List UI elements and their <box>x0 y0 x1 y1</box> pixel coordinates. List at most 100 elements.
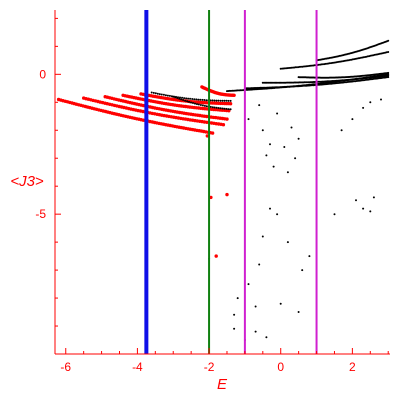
black-data-point <box>297 311 300 313</box>
black-data-point <box>189 97 192 100</box>
black-data-point <box>168 94 171 97</box>
black-data-point <box>225 107 228 110</box>
black-data-point <box>372 196 375 199</box>
black-data-point <box>340 129 343 132</box>
black-data-point <box>236 89 239 92</box>
black-data-point <box>213 99 216 102</box>
y-axis-title: <J3> <box>10 173 44 190</box>
black-data-point <box>205 105 208 108</box>
black-data-point <box>152 91 155 94</box>
black-data-point <box>197 98 200 101</box>
y-tick-label: -5 <box>35 207 46 221</box>
black-data-point <box>286 171 289 174</box>
black-data-point <box>199 104 202 106</box>
black-data-point <box>369 210 372 213</box>
black-data-point <box>196 103 198 106</box>
black-data-point <box>219 107 222 110</box>
black-data-point <box>227 108 230 111</box>
black-data-point <box>223 107 226 110</box>
black-data-point <box>279 302 282 305</box>
red-data-point <box>228 102 233 106</box>
ticks: -6 -4 -2 0 2 0 -5 <box>35 17 389 374</box>
black-data-point <box>182 99 185 101</box>
black-data-point <box>203 99 206 101</box>
black-data-point <box>186 100 189 103</box>
black-data-point <box>205 99 208 102</box>
black-data-point <box>387 76 390 79</box>
black-data-point <box>229 99 232 102</box>
x-tick-label: -4 <box>132 360 143 374</box>
black-data-point <box>362 207 365 210</box>
black-data-point <box>236 297 239 300</box>
black-data-point <box>258 263 261 266</box>
black-data-point <box>227 99 230 102</box>
black-data-point <box>203 104 206 107</box>
black-data-point <box>380 98 382 101</box>
black-data-point <box>154 92 157 95</box>
black-data-point <box>150 91 153 94</box>
black-data-point <box>180 98 183 101</box>
black-data-point <box>217 107 220 109</box>
black-data-point <box>283 85 286 88</box>
black-data-point <box>194 102 196 105</box>
black-data-point <box>265 154 268 157</box>
black-data-point <box>387 74 390 77</box>
black-data-point <box>187 97 190 100</box>
black-data-point <box>195 98 198 101</box>
black-data-point <box>286 241 289 244</box>
black-data-point <box>201 104 204 107</box>
black-data-point <box>190 101 192 104</box>
black-data-point <box>333 213 336 216</box>
black-data-point <box>233 313 236 316</box>
black-data-point <box>158 93 161 96</box>
black-data-point <box>164 94 167 97</box>
black-data-point <box>181 96 184 99</box>
black-data-point <box>387 51 390 53</box>
black-data-point <box>387 39 390 42</box>
black-data-point <box>261 235 264 238</box>
black-data-point <box>283 146 286 148</box>
black-data-point <box>290 126 293 129</box>
black-data-point <box>223 99 226 102</box>
black-data-point <box>369 101 372 104</box>
black-data-point <box>221 99 224 102</box>
black-data-point <box>201 98 204 101</box>
black-data-point <box>199 98 202 101</box>
black-data-point <box>247 283 250 286</box>
black-data-point <box>209 105 212 108</box>
black-data-point <box>160 93 163 96</box>
black-data-point <box>272 165 275 168</box>
black-data-point <box>185 97 188 100</box>
black-data-point <box>266 86 269 89</box>
black-data-point <box>217 99 220 102</box>
black-data-point <box>294 157 297 160</box>
data-layer <box>56 39 390 341</box>
black-data-point <box>387 71 390 74</box>
x-tick-label: 0 <box>277 360 284 374</box>
red-data-point <box>225 192 229 197</box>
black-data-point <box>355 199 357 202</box>
black-data-point <box>215 99 218 102</box>
x-axis-title: E <box>217 376 228 393</box>
black-data-point <box>254 305 257 308</box>
black-data-point <box>257 86 259 89</box>
black-data-point <box>219 99 222 102</box>
x-tick-label: -6 <box>60 360 71 374</box>
black-data-point <box>269 207 271 210</box>
red-data-point <box>225 117 229 121</box>
black-data-point <box>166 94 169 97</box>
black-data-point <box>176 97 179 99</box>
black-data-point <box>362 106 365 109</box>
black-data-point <box>254 330 257 333</box>
black-data-point <box>233 327 236 330</box>
black-data-point <box>213 106 216 109</box>
red-data-point <box>214 254 218 258</box>
black-data-point <box>211 99 214 102</box>
black-data-point <box>221 107 224 110</box>
black-data-point <box>301 269 304 272</box>
vertical-lines <box>144 10 318 354</box>
red-data-point <box>232 93 236 98</box>
black-data-point <box>174 96 177 99</box>
y-tick-label: 0 <box>39 67 46 81</box>
